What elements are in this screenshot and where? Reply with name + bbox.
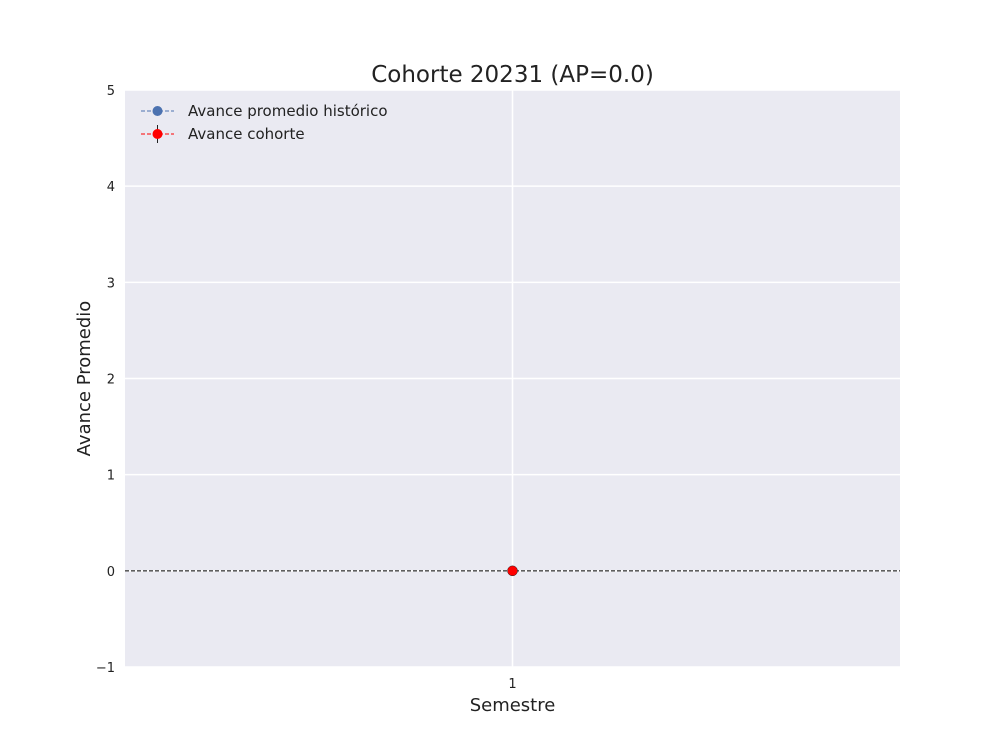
y-tick-label: 1 <box>107 469 115 484</box>
y-tick-label: 2 <box>107 373 115 388</box>
x-tick-labels: 1 <box>508 677 516 692</box>
y-axis-label: Avance Promedio <box>74 301 95 457</box>
y-tick-label: 0 <box>107 565 115 580</box>
legend-marker-historico <box>152 106 163 116</box>
series-1-point <box>507 565 518 577</box>
legend-entry-cohorte: Avance cohorte <box>141 125 305 143</box>
legend-entry-historico: Avance promedio histórico <box>141 102 388 120</box>
chart-title: Cohorte 20231 (AP=0.0) <box>371 62 654 88</box>
legend-marker-cohorte <box>152 129 163 139</box>
y-tick-label: −1 <box>96 661 115 676</box>
x-tick-label: 1 <box>508 677 516 692</box>
data-points <box>507 565 518 577</box>
legend: Avance promedio histórico Avance cohorte <box>141 102 388 143</box>
legend-label-historico: Avance promedio histórico <box>188 102 388 120</box>
y-tick-label: 5 <box>107 84 115 99</box>
x-axis-label: Semestre <box>470 695 556 716</box>
y-tick-labels: −1 0 1 2 3 4 5 <box>96 84 115 676</box>
legend-label-cohorte: Avance cohorte <box>188 125 305 143</box>
y-tick-label: 3 <box>107 276 115 291</box>
y-tick-label: 4 <box>107 180 115 195</box>
